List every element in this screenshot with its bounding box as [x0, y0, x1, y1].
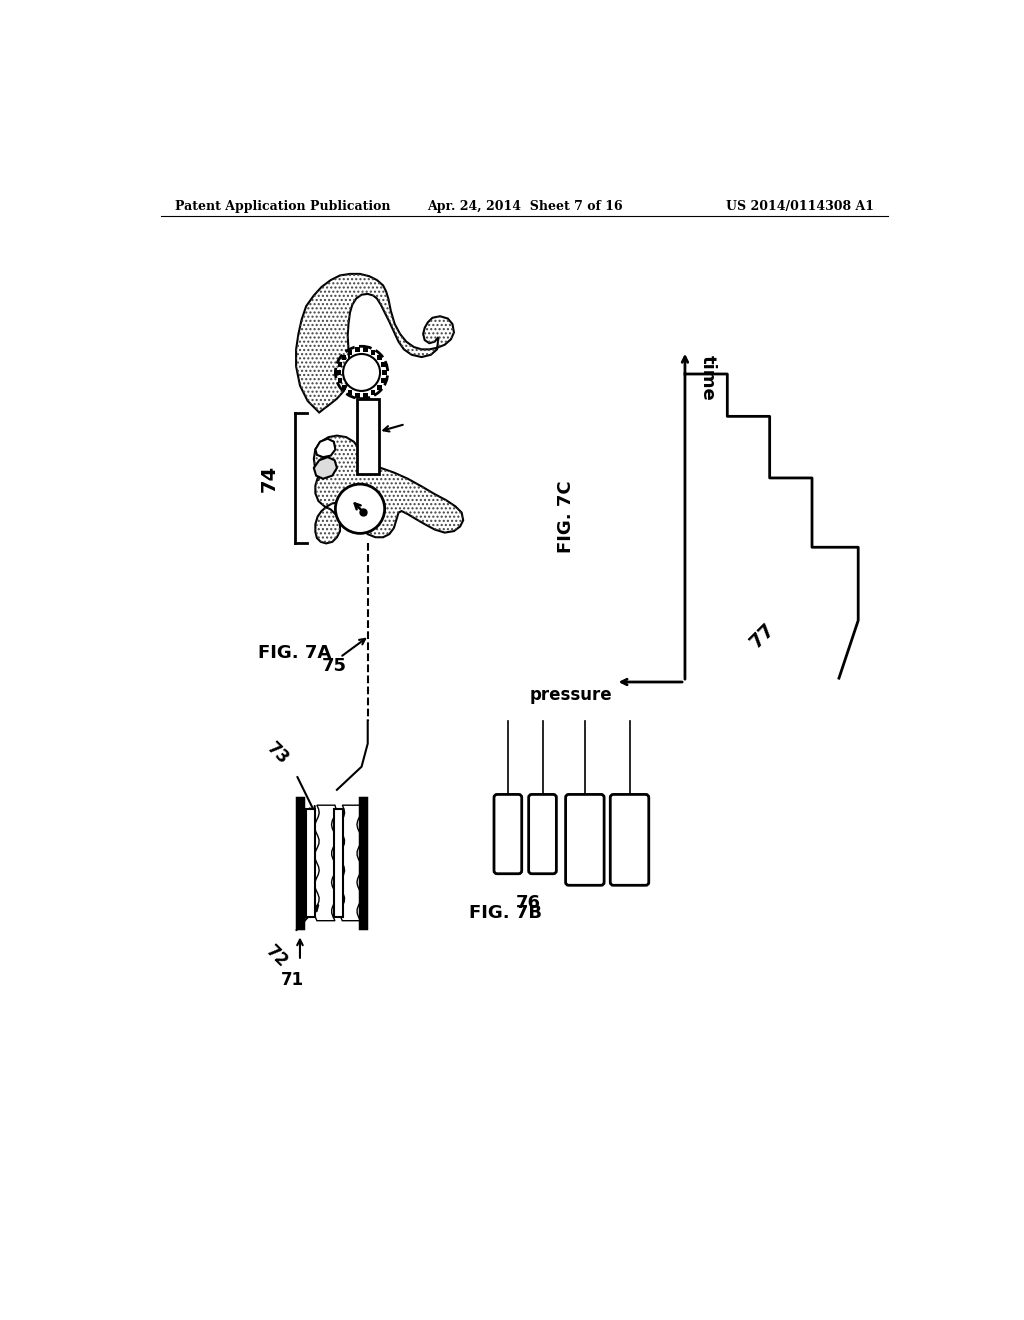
Text: 74: 74 [260, 465, 279, 491]
Text: US 2014/0114308 A1: US 2014/0114308 A1 [726, 199, 874, 213]
FancyBboxPatch shape [610, 795, 649, 886]
Polygon shape [315, 438, 336, 457]
Polygon shape [377, 355, 382, 360]
Bar [306, 809, 315, 917]
Polygon shape [342, 385, 346, 389]
FancyBboxPatch shape [565, 795, 604, 886]
Bar [357, 399, 379, 474]
FancyBboxPatch shape [528, 795, 556, 874]
Polygon shape [338, 362, 342, 367]
Text: Apr. 24, 2014  Sheet 7 of 16: Apr. 24, 2014 Sheet 7 of 16 [427, 199, 623, 213]
Polygon shape [338, 378, 342, 383]
Polygon shape [377, 385, 382, 389]
Polygon shape [364, 347, 368, 352]
Text: 72: 72 [262, 942, 292, 972]
Polygon shape [296, 275, 454, 412]
Polygon shape [314, 805, 336, 921]
Circle shape [343, 354, 380, 391]
Text: 77: 77 [745, 619, 778, 652]
Polygon shape [355, 347, 359, 352]
Polygon shape [371, 350, 376, 355]
Polygon shape [313, 436, 463, 544]
Polygon shape [371, 391, 376, 395]
Polygon shape [364, 393, 368, 397]
Text: FIG. 7A: FIG. 7A [258, 644, 332, 661]
Text: time: time [698, 355, 717, 400]
Text: pressure: pressure [529, 686, 611, 704]
Polygon shape [342, 355, 346, 360]
Polygon shape [336, 370, 341, 375]
Text: 71: 71 [281, 970, 304, 989]
Polygon shape [381, 362, 386, 367]
Bar [334, 809, 343, 917]
FancyBboxPatch shape [494, 795, 521, 874]
Polygon shape [348, 350, 352, 355]
Text: Patent Application Publication: Patent Application Publication [175, 199, 391, 213]
Text: 76: 76 [515, 894, 541, 912]
Text: FIG. 7C: FIG. 7C [557, 480, 574, 553]
Polygon shape [348, 391, 352, 395]
Text: FIG. 7B: FIG. 7B [469, 904, 543, 921]
Polygon shape [381, 378, 386, 383]
Text: 73: 73 [263, 739, 292, 768]
Circle shape [336, 484, 385, 533]
Polygon shape [340, 805, 361, 921]
Text: 75: 75 [322, 657, 346, 676]
Polygon shape [382, 370, 387, 375]
Polygon shape [313, 457, 337, 479]
Polygon shape [355, 393, 359, 397]
